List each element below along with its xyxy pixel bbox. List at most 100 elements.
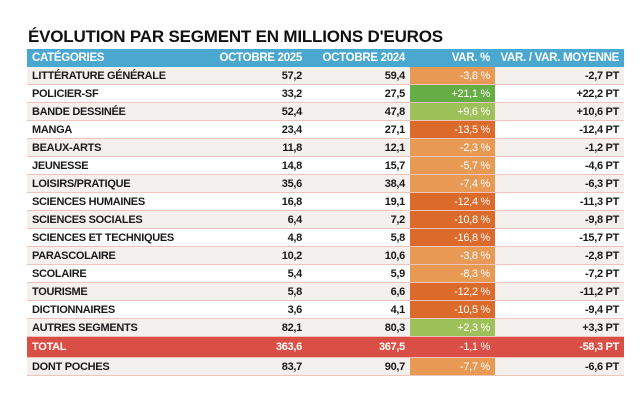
category-cell: JEUNESSE: [27, 156, 207, 175]
table-row: TOURISME 5,8 6,6 -12,2 % -11,2 PT: [27, 282, 624, 301]
var-moyenne-cell: +3,3 PT: [495, 318, 624, 337]
var-pct-cell: +2,3 %: [410, 318, 495, 337]
var-pct-cell: -12,2 %: [410, 282, 495, 301]
column-header-oct-2024: OCTOBRE 2024: [307, 49, 410, 67]
table-row: SCOLAIRE 5,4 5,9 -8,3 % -7,2 PT: [27, 264, 624, 283]
total-row: TOTAL 363,6 367,5 -1,1 % -58,3 PT: [27, 336, 624, 358]
column-header-categories: CATÉGORIES: [27, 49, 207, 67]
oct-2025-cell: 5,8: [207, 282, 307, 301]
table-row: MANGA 23,4 27,1 -13,5 % -12,4 PT: [27, 120, 624, 139]
var-pct-cell: -12,4 %: [410, 192, 495, 211]
table-row: POLICIER-SF 33,2 27,5 +21,1 % +22,2 PT: [27, 84, 624, 103]
var-pct-cell: -10,8 %: [410, 210, 495, 229]
table-row: SCIENCES SOCIALES 6,4 7,2 -10,8 % -9,8 PT: [27, 210, 624, 229]
oct-2024-cell: 27,5: [307, 84, 410, 103]
oct-2024-cell: 7,2: [307, 210, 410, 229]
category-cell: LITTÉRATURE GÉNÉRALE: [27, 67, 207, 85]
var-moyenne-cell: -9,4 PT: [495, 300, 624, 319]
var-moyenne-cell: -11,2 PT: [495, 282, 624, 301]
oct-2025-cell: 5,4: [207, 264, 307, 283]
oct-2025-cell: 14,8: [207, 156, 307, 175]
category-cell: SCOLAIRE: [27, 264, 207, 283]
oct-2024-cell: 5,9: [307, 264, 410, 283]
oct-2024-cell: 15,7: [307, 156, 410, 175]
var-pct-cell: -10,5 %: [410, 300, 495, 319]
var-pct-cell: -13,5 %: [410, 120, 495, 139]
oct-2025-cell: 3,6: [207, 300, 307, 319]
category-cell: DONT POCHES: [27, 357, 207, 376]
category-cell: AUTRES SEGMENTS: [27, 318, 207, 337]
category-cell: LOISIRS/PRATIQUE: [27, 174, 207, 193]
oct-2024-cell: 12,1: [307, 138, 410, 157]
table-title: ÉVOLUTION PAR SEGMENT EN MILLIONS D'EURO…: [28, 27, 443, 46]
table-row: AUTRES SEGMENTS 82,1 80,3 +2,3 % +3,3 PT: [27, 318, 624, 337]
table-row: BANDE DESSINÉE 52,4 47,8 +9,6 % +10,6 PT: [27, 102, 624, 121]
category-cell: SCIENCES SOCIALES: [27, 210, 207, 229]
var-moyenne-cell: -6,3 PT: [495, 174, 624, 193]
var-moyenne-cell: -12,4 PT: [495, 120, 624, 139]
category-cell: PARASCOLAIRE: [27, 246, 207, 265]
oct-2025-cell: 6,4: [207, 210, 307, 229]
oct-2024-cell: 6,6: [307, 282, 410, 301]
table-row: DICTIONNAIRES 3,6 4,1 -10,5 % -9,4 PT: [27, 300, 624, 319]
oct-2024-cell: 367,5: [307, 336, 410, 358]
header-row: CATÉGORIES OCTOBRE 2025 OCTOBRE 2024 VAR…: [27, 49, 624, 67]
table-row: DONT POCHES 83,7 90,7 -7,7 % -6,6 PT: [27, 357, 624, 376]
oct-2025-cell: 23,4: [207, 120, 307, 139]
var-moyenne-cell: -2,8 PT: [495, 246, 624, 265]
var-pct-cell: -3,8 %: [410, 246, 495, 265]
oct-2025-cell: 57,2: [207, 67, 307, 85]
category-cell: BANDE DESSINÉE: [27, 102, 207, 121]
category-cell: POLICIER-SF: [27, 84, 207, 103]
oct-2024-cell: 59,4: [307, 67, 410, 85]
oct-2025-cell: 10,2: [207, 246, 307, 265]
table-row: LOISIRS/PRATIQUE 35,6 38,4 -7,4 % -6,3 PT: [27, 174, 624, 193]
table-row: BEAUX-ARTS 11,8 12,1 -2,3 % -1,2 PT: [27, 138, 624, 157]
var-pct-cell: +9,6 %: [410, 102, 495, 121]
column-header-var-moyenne: VAR. / VAR. MOYENNE: [495, 49, 624, 67]
var-moyenne-cell: -2,7 PT: [495, 67, 624, 85]
var-pct-cell: -5,7 %: [410, 156, 495, 175]
category-cell: DICTIONNAIRES: [27, 300, 207, 319]
oct-2025-cell: 52,4: [207, 102, 307, 121]
var-moyenne-cell: -7,2 PT: [495, 264, 624, 283]
var-moyenne-cell: +22,2 PT: [495, 84, 624, 103]
var-pct-cell: -2,3 %: [410, 138, 495, 157]
table-row: SCIENCES HUMAINES 16,8 19,1 -12,4 % -11,3 PT: [27, 192, 624, 211]
var-pct-cell: -3,8 %: [410, 67, 495, 85]
segment-table: CATÉGORIES OCTOBRE 2025 OCTOBRE 2024 VAR…: [27, 49, 624, 376]
table-row: LITTÉRATURE GÉNÉRALE 57,2 59,4 -3,8 % -2,7 P…: [27, 67, 624, 85]
var-moyenne-cell: -1,2 PT: [495, 138, 624, 157]
var-moyenne-cell: -6,6 PT: [495, 357, 624, 376]
oct-2024-cell: 47,8: [307, 102, 410, 121]
oct-2025-cell: 11,8: [207, 138, 307, 157]
var-moyenne-cell: -15,7 PT: [495, 228, 624, 247]
var-pct-cell: -7,4 %: [410, 174, 495, 193]
column-header-oct-2025: OCTOBRE 2025: [207, 49, 307, 67]
oct-2025-cell: 35,6: [207, 174, 307, 193]
oct-2025-cell: 83,7: [207, 357, 307, 376]
var-pct-cell: -7,7 %: [410, 357, 495, 376]
oct-2025-cell: 16,8: [207, 192, 307, 211]
oct-2025-cell: 33,2: [207, 84, 307, 103]
var-pct-cell: +21,1 %: [410, 84, 495, 103]
oct-2024-cell: 80,3: [307, 318, 410, 337]
oct-2024-cell: 19,1: [307, 192, 410, 211]
table-row: SCIENCES ET TECHNIQUES 4,8 5,8 -16,8 % -15,7…: [27, 228, 624, 247]
category-cell: TOTAL: [27, 336, 207, 358]
oct-2025-cell: 363,6: [207, 336, 307, 358]
var-moyenne-cell: -58,3 PT: [495, 336, 624, 358]
oct-2024-cell: 38,4: [307, 174, 410, 193]
category-cell: TOURISME: [27, 282, 207, 301]
category-cell: MANGA: [27, 120, 207, 139]
var-moyenne-cell: -4,6 PT: [495, 156, 624, 175]
var-pct-cell: -1,1 %: [410, 336, 495, 358]
table-row: JEUNESSE 14,8 15,7 -5,7 % -4,6 PT: [27, 156, 624, 175]
table-row: PARASCOLAIRE 10,2 10,6 -3,8 % -2,8 PT: [27, 246, 624, 265]
oct-2024-cell: 5,8: [307, 228, 410, 247]
var-moyenne-cell: -9,8 PT: [495, 210, 624, 229]
oct-2024-cell: 4,1: [307, 300, 410, 319]
category-cell: SCIENCES HUMAINES: [27, 192, 207, 211]
category-cell: BEAUX-ARTS: [27, 138, 207, 157]
oct-2025-cell: 82,1: [207, 318, 307, 337]
